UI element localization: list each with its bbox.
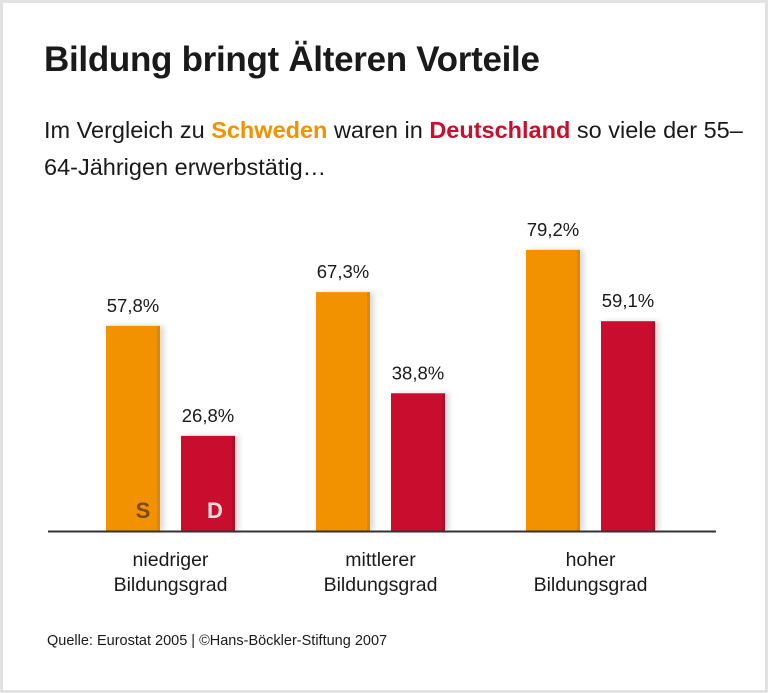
data-label: 26,8% xyxy=(182,405,234,426)
bar-edge xyxy=(232,435,235,531)
subtitle-sweden: Schweden xyxy=(211,117,328,143)
bar-edge xyxy=(442,393,445,531)
category-label: Bildungsgrad xyxy=(534,574,648,596)
bar-edge xyxy=(367,292,370,531)
data-label: 79,2% xyxy=(527,219,579,240)
subtitle-text: so viele der 55–64-Jährigen erwerbstätig… xyxy=(44,117,743,180)
data-label: 57,8% xyxy=(107,295,159,316)
data-label: 59,1% xyxy=(602,290,654,311)
bar-edge xyxy=(577,249,580,531)
series-letter-s: S xyxy=(136,498,151,523)
bar-d-2 xyxy=(391,393,445,531)
subtitle-text: Im Vergleich zu xyxy=(44,117,212,143)
subtitle-germany: Deutschland xyxy=(429,117,571,143)
category-label: Bildungsgrad xyxy=(324,574,438,596)
category-label: hoher xyxy=(566,549,616,571)
category-label: Bildungsgrad xyxy=(114,574,228,596)
bar-edge xyxy=(652,321,655,531)
data-label: 38,8% xyxy=(392,362,444,383)
bar-s-1 xyxy=(106,325,160,531)
chart-subtitle: Im Vergleich zu Schweden waren in Deutsc… xyxy=(44,112,744,186)
data-label: 67,3% xyxy=(317,261,369,282)
category-label: mittlerer xyxy=(345,549,416,571)
source-note: Quelle: Eurostat 2005 | ©Hans-Böckler-St… xyxy=(47,633,388,649)
subtitle-text: waren in xyxy=(327,117,430,143)
bar-edge xyxy=(157,325,160,531)
bar-d-3 xyxy=(601,321,655,531)
bar-s-2 xyxy=(316,292,370,531)
series-letter-d: D xyxy=(207,498,223,523)
bar-s-3 xyxy=(526,249,580,531)
category-label: niedriger xyxy=(133,549,209,571)
chart-title: Bildung bringt Älteren Vorteile xyxy=(44,40,540,79)
bar-d-1 xyxy=(181,435,235,531)
